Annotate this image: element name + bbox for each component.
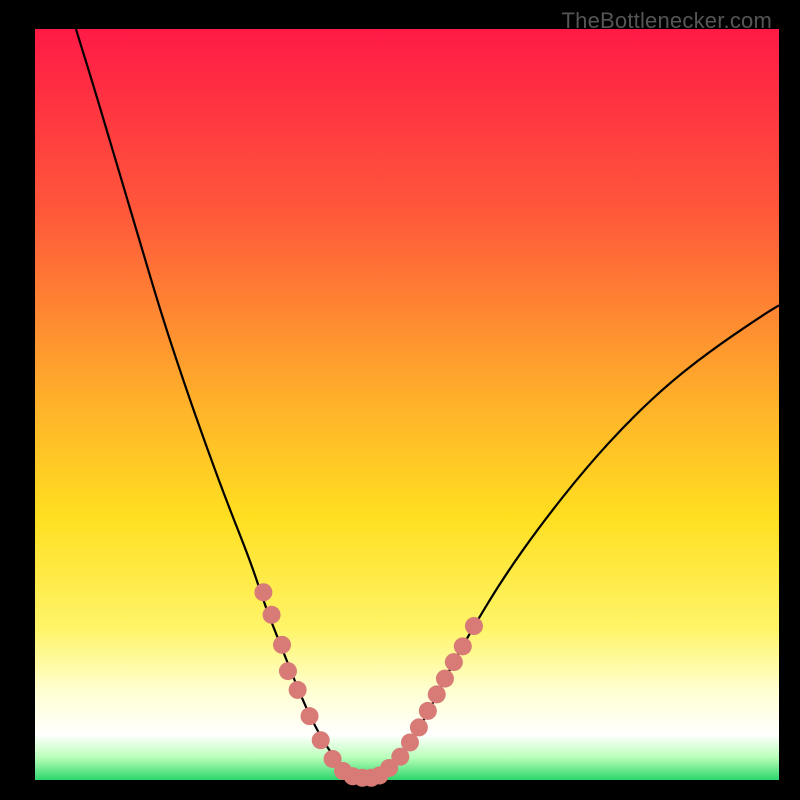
plot-area	[35, 29, 779, 780]
outer-frame: TheBottlenecker.com	[0, 0, 800, 800]
watermark-text: TheBottlenecker.com	[562, 8, 772, 34]
